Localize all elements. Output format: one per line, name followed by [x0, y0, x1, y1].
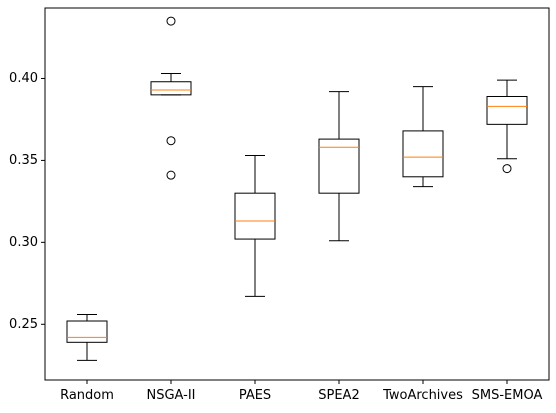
y-axis: 0.25 0.30 0.35 0.40	[9, 71, 45, 332]
outlier-point	[166, 136, 176, 146]
box-iqr	[402, 130, 444, 178]
box-group	[318, 91, 360, 242]
box-iqr	[486, 95, 528, 125]
x-tick-label: Random	[60, 388, 114, 403]
box-group	[486, 79, 528, 174]
box-group	[150, 16, 192, 180]
y-tick-label: 0.25	[9, 317, 38, 332]
y-tick-label: 0.40	[9, 71, 38, 86]
x-tick-label: SMS-EMOA	[472, 388, 543, 403]
box-group	[234, 154, 276, 297]
x-tick-label: TwoArchives	[382, 388, 463, 403]
boxes-layer	[66, 16, 528, 361]
x-tick-label: NSGA-II	[146, 388, 195, 403]
box-iqr	[234, 192, 276, 240]
outlier-point	[502, 164, 512, 174]
x-axis: Random NSGA-II PAES SPEA2 TwoArchives SMS-EMO…	[60, 380, 542, 403]
x-tick-label: PAES	[239, 388, 271, 403]
outlier-point	[166, 170, 176, 180]
box-iqr	[150, 81, 192, 96]
box-iqr	[66, 320, 108, 343]
y-tick-label: 0.30	[9, 235, 38, 250]
box-group	[402, 86, 444, 188]
outlier-point	[166, 16, 176, 26]
box-iqr	[318, 138, 360, 194]
x-tick-label: SPEA2	[318, 388, 359, 403]
y-tick-label: 0.35	[9, 153, 38, 168]
plot-frame	[44, 7, 550, 381]
box-group	[66, 313, 108, 361]
